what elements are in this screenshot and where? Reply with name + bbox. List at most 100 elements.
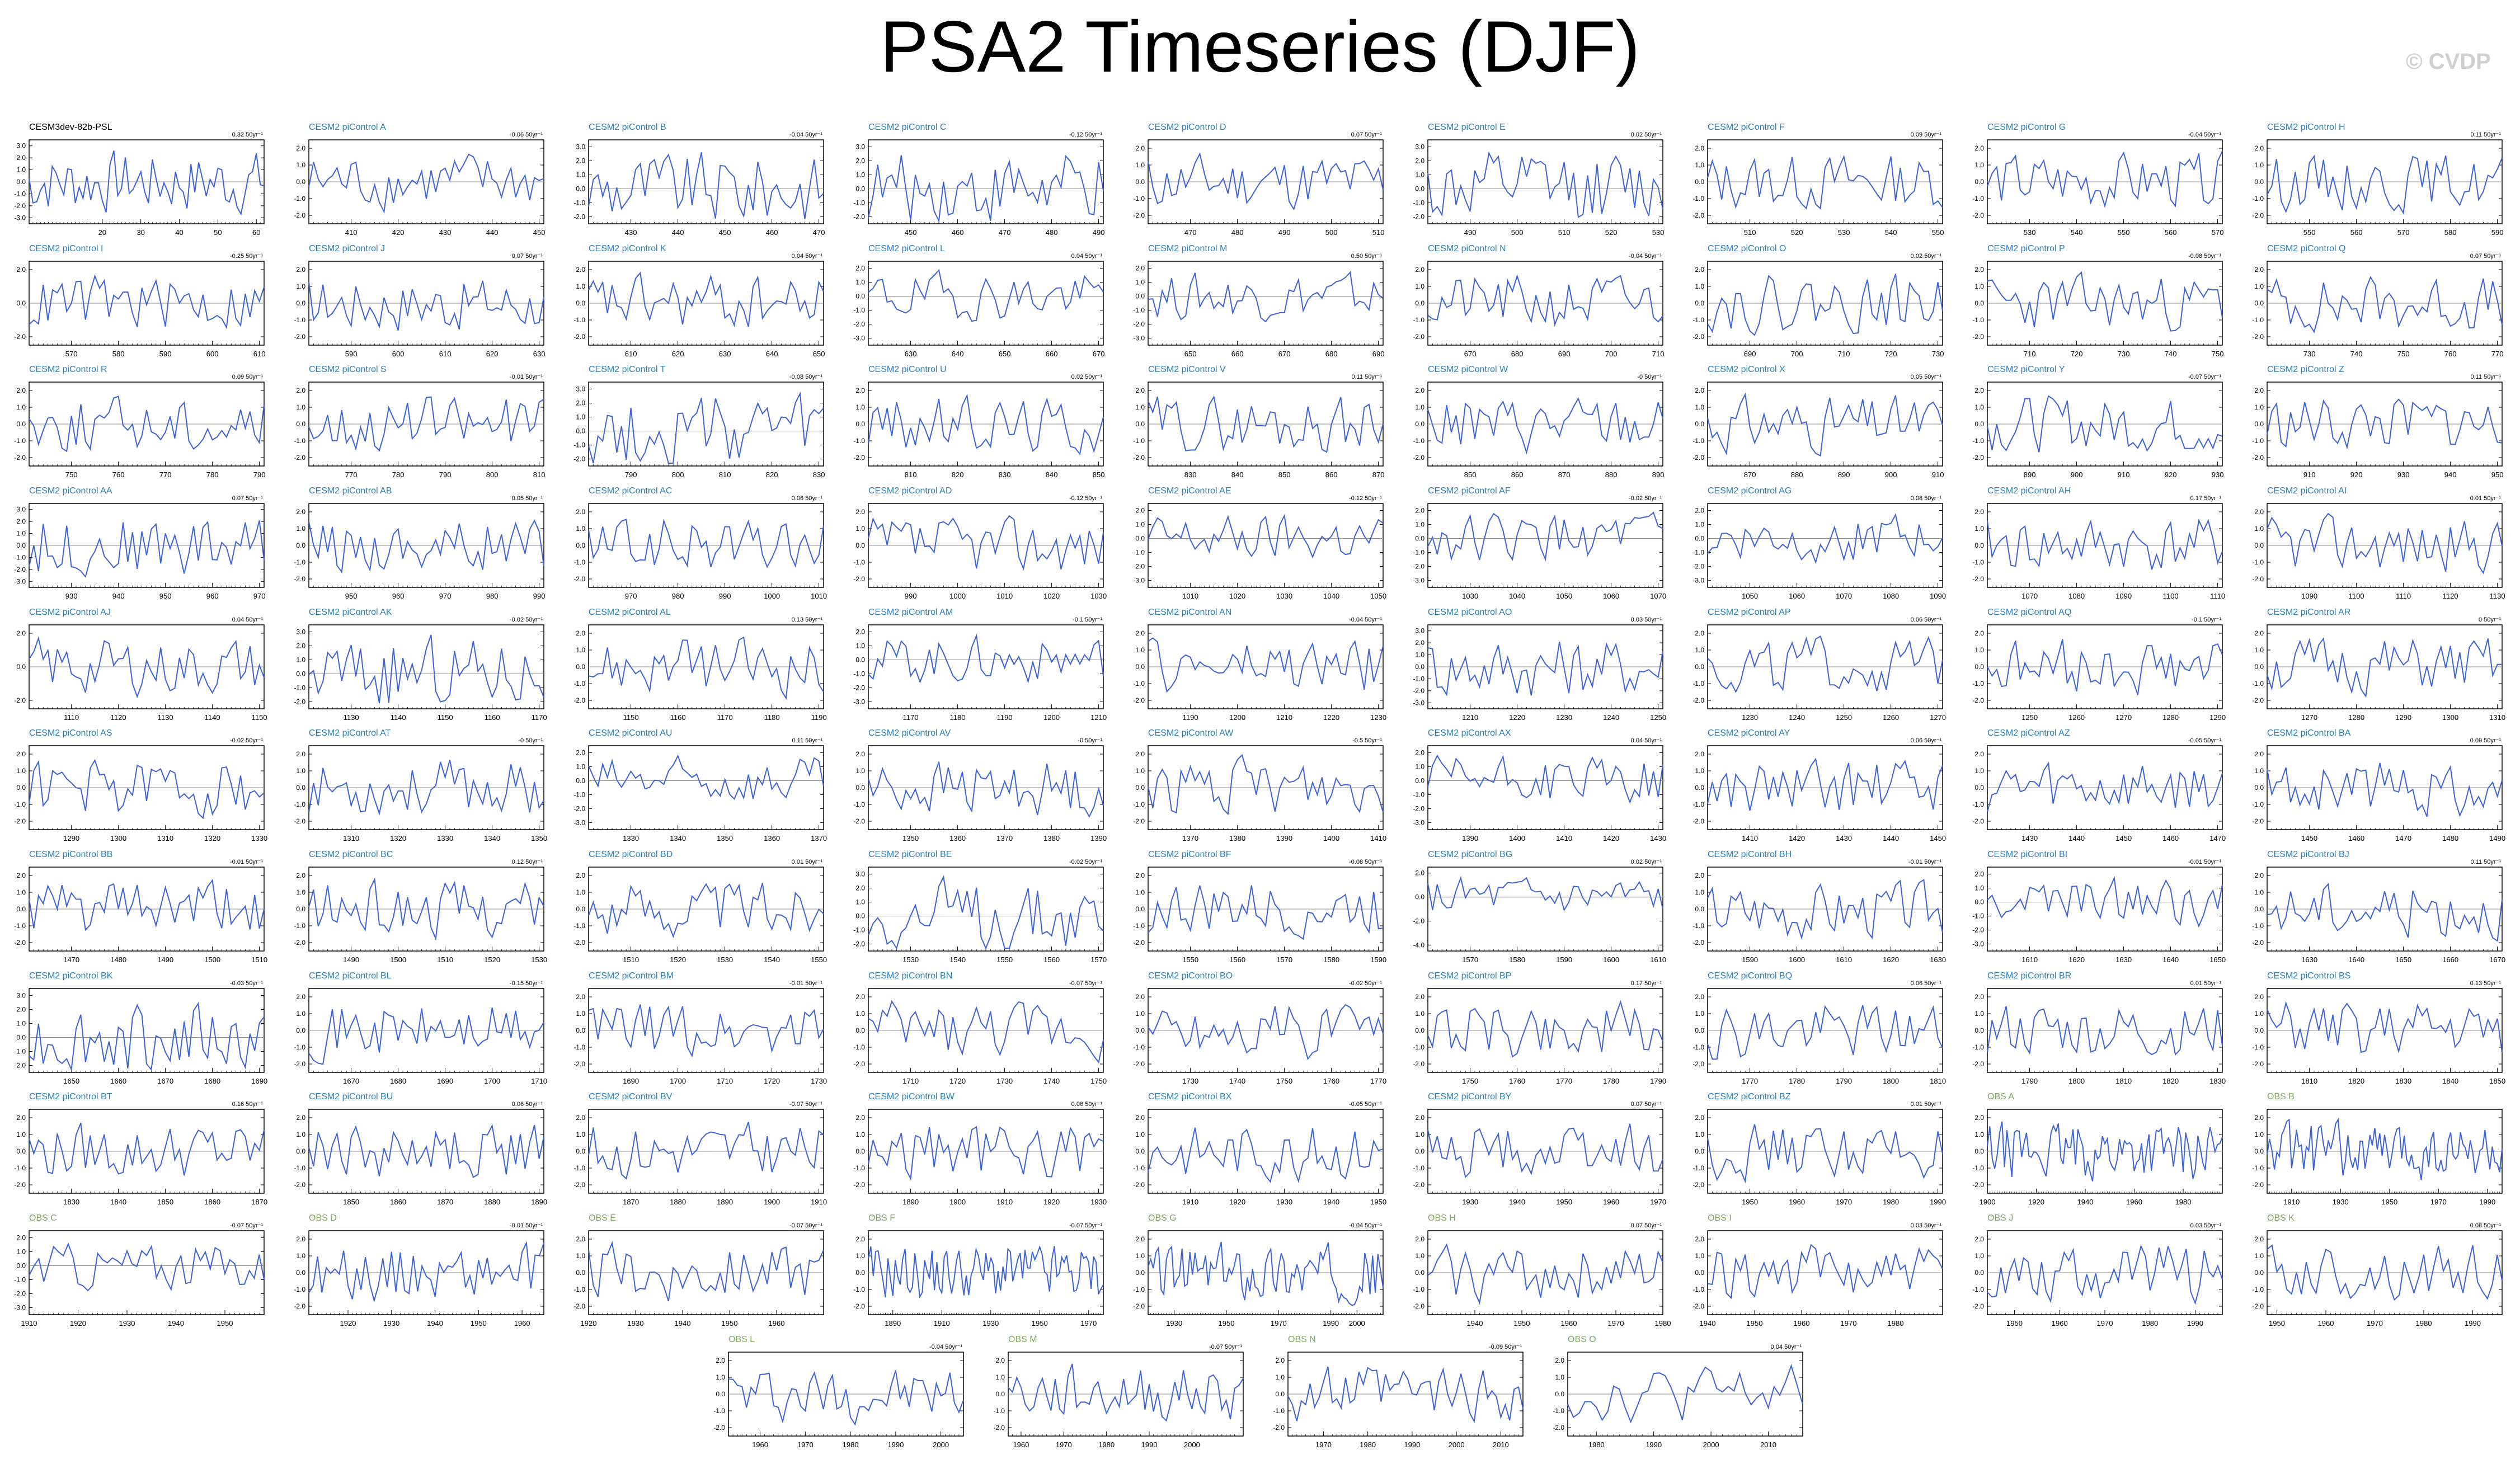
- timeseries-panel: CESM2 piControl G -0.04 50yr⁻¹ 2.0 1.0 0.0 -1…: [1972, 123, 2223, 237]
- panel-trend: 0.06 50yr⁻¹: [792, 495, 823, 502]
- y-tick-label: 1.0: [1695, 161, 1704, 169]
- x-tick-label: 1020: [1229, 592, 1245, 600]
- panel-trend: 0.08 50yr⁻¹: [1911, 495, 1942, 502]
- panel-frame: [868, 261, 1104, 346]
- y-tick-label: -1.0: [1133, 801, 1145, 808]
- x-tick-label: 500: [1325, 228, 1338, 237]
- panel-frame: [1427, 867, 1663, 952]
- y-tick-label: 2.0: [855, 157, 865, 165]
- x-tick-label: 670: [1093, 350, 1105, 358]
- y-tick-label: -2.0: [14, 817, 26, 825]
- y-tick-label: -2.0: [1972, 817, 1984, 825]
- x-tick-label: 1090: [2301, 592, 2317, 600]
- y-tick-label: -2.0: [294, 575, 305, 583]
- y-tick-label: 2.0: [296, 387, 305, 394]
- panel-label: CESM2 piControl AT: [309, 728, 391, 738]
- x-tick-label: 470: [999, 228, 1011, 237]
- x-tick-label: 890: [1652, 470, 1665, 479]
- panel-trend: -0.05 50yr⁻¹: [2188, 737, 2221, 744]
- y-tick-label: 2.0: [2254, 629, 2264, 637]
- x-tick-label: 1030: [1462, 592, 1478, 600]
- y-tick-label: 2.0: [855, 750, 865, 758]
- x-tick-label: 1510: [623, 955, 639, 964]
- y-tick-label: -2.0: [1413, 563, 1424, 571]
- x-tick-label: 540: [1885, 228, 1897, 237]
- timeseries-panel: CESM2 piControl AI 0.01 50yr⁻¹ 2.0 1.0 0.0 -1…: [2252, 486, 2505, 600]
- y-tick-label: -2.0: [1692, 563, 1704, 571]
- x-tick-label: 600: [392, 350, 405, 358]
- page-title: PSA2 Timeseries (DJF): [0, 4, 2520, 88]
- x-tick-label: 740: [2350, 350, 2363, 358]
- panel-label: CESM2 piControl AC: [589, 486, 672, 496]
- panel-trend: -0 50yr⁻¹: [1637, 374, 1662, 380]
- panel-trend: -0.02 50yr⁻¹: [1069, 859, 1102, 865]
- x-tick-label: 1570: [1090, 955, 1107, 964]
- y-tick-label: -1.0: [294, 801, 305, 808]
- x-tick-label: 1280: [2162, 713, 2179, 722]
- x-tick-label: 490: [1464, 228, 1477, 237]
- x-tick-label: 590: [2491, 228, 2504, 237]
- x-tick-label: 1110: [2210, 592, 2225, 600]
- y-tick-label: -2.0: [1972, 211, 1984, 219]
- x-tick-label: 480: [1046, 228, 1058, 237]
- panel-trend: 0.09 50yr⁻¹: [2470, 737, 2502, 744]
- series-line: [29, 879, 265, 931]
- x-tick-label: 850: [1464, 470, 1477, 479]
- y-tick-label: 3.0: [1415, 627, 1424, 635]
- timeseries-panel: CESM2 piControl L 0.04 50yr⁻¹ 2.0 1.0 0.0 -1.…: [853, 244, 1104, 358]
- x-tick-label: 1520: [670, 955, 686, 964]
- y-tick-label: 3.0: [1415, 143, 1424, 151]
- series-line: [1148, 885, 1384, 940]
- x-tick-label: 1200: [1229, 713, 1245, 722]
- y-tick-label: -1.0: [853, 558, 865, 566]
- y-tick-label: 1.0: [296, 656, 305, 664]
- x-tick-label: 1300: [2442, 713, 2458, 722]
- y-tick-label: -2.0: [1692, 696, 1704, 704]
- y-tick-label: 1.0: [296, 525, 305, 533]
- y-tick-label: -1.0: [1413, 791, 1424, 799]
- panel-trend: 0.04 50yr⁻¹: [1631, 737, 1662, 744]
- panel-trend: 0.04 50yr⁻¹: [232, 616, 264, 623]
- series-line: [868, 515, 1104, 571]
- x-tick-label: 550: [1932, 228, 1944, 237]
- panel-label: CESM2 piControl AL: [589, 608, 671, 617]
- y-tick-label: -2.0: [2252, 817, 2264, 825]
- x-tick-label: 1550: [1182, 955, 1198, 964]
- x-tick-label: 830: [813, 470, 825, 479]
- timeseries-panel: CESM2 piControl AF -0.02 50yr⁻¹ 2.0 1.0 0.0 -…: [1413, 486, 1666, 600]
- y-tick-label: -2.0: [573, 213, 585, 221]
- y-tick-label: 1.0: [2254, 283, 2264, 290]
- y-tick-label: 2.0: [296, 642, 305, 650]
- panel-label: CESM2 piControl AB: [309, 486, 392, 496]
- y-tick-label: 2.0: [16, 154, 26, 162]
- series-line: [1707, 757, 1943, 811]
- panel-trend: 0.06 50yr⁻¹: [1911, 616, 1942, 623]
- y-tick-label: 2.0: [576, 629, 585, 637]
- series-line: [2267, 276, 2503, 333]
- timeseries-panel: CESM2 piControl W -0 50yr⁻¹ 2.0 1.0 0.0 -1.0 -…: [1413, 365, 1664, 479]
- y-tick-label: 1.0: [2254, 525, 2264, 533]
- y-tick-label: 1.0: [576, 888, 585, 896]
- y-tick-label: 1.0: [855, 525, 865, 533]
- series-line: [1707, 513, 1943, 564]
- series-line: [1707, 635, 1943, 694]
- y-tick-label: -1.0: [1692, 801, 1704, 808]
- panel-trend: -0.02 50yr⁻¹: [1629, 495, 1662, 502]
- series-line: [588, 391, 824, 464]
- x-tick-label: 1390: [1090, 834, 1107, 842]
- y-tick-label: -1.0: [573, 199, 585, 207]
- y-tick-label: 1.0: [16, 888, 26, 896]
- panel-label: CESM2 piControl F: [1708, 123, 1785, 132]
- x-tick-label: 900: [1885, 470, 1897, 479]
- panel-trend: -0.08 50yr⁻¹: [2188, 253, 2221, 260]
- x-tick-label: 1500: [390, 955, 406, 964]
- y-tick-label: -1.0: [2252, 437, 2264, 445]
- x-tick-label: 530: [2024, 228, 2036, 237]
- x-tick-label: 1060: [1603, 592, 1619, 600]
- panel-label: CESM2 piControl N: [1428, 244, 1506, 253]
- x-tick-label: 1500: [204, 955, 220, 964]
- timeseries-panel: CESM2 piControl AC 0.06 50yr⁻¹ 2.0 1.0 0.0 -1…: [573, 486, 827, 600]
- y-tick-label: 0.0: [576, 542, 585, 549]
- y-tick-label: 2.0: [1135, 144, 1145, 152]
- panel-label: CESM2 piControl AU: [589, 728, 672, 738]
